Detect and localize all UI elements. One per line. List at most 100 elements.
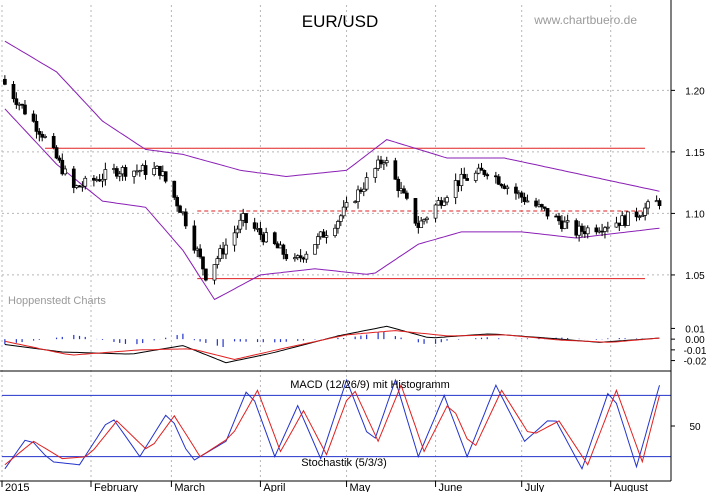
y-tick-label: 50 <box>689 422 701 433</box>
candle-body <box>204 268 208 281</box>
candle-body <box>163 171 168 182</box>
candle-body <box>433 204 438 219</box>
site-watermark: www.chartbuero.de <box>533 13 637 27</box>
candle-body <box>376 159 380 169</box>
candle-body <box>473 172 478 181</box>
x-tick-label: February <box>94 482 139 492</box>
y-tick-label: 1.10 <box>685 209 705 220</box>
candle-body <box>361 188 366 192</box>
candle-body <box>238 219 243 230</box>
candle-body <box>494 175 498 178</box>
y-tick-label: 0.01 <box>685 324 705 335</box>
candle-body <box>252 222 257 229</box>
candle-body <box>605 226 610 229</box>
candle-body <box>244 213 248 224</box>
candle-body <box>60 159 65 175</box>
y-tick-label: -0.01 <box>684 346 707 357</box>
candle-body <box>175 197 179 207</box>
bollinger-upper-band <box>4 40 660 192</box>
candle-body <box>396 178 401 192</box>
candle-body <box>462 173 467 179</box>
x-tick-label: May <box>350 482 371 492</box>
candle-body <box>344 202 349 208</box>
candle-body <box>637 216 642 218</box>
candle-body <box>178 205 182 213</box>
candle-body <box>603 227 607 232</box>
candle-body <box>393 160 398 180</box>
candle-body <box>499 183 504 187</box>
candle-body <box>382 162 386 165</box>
x-tick-label: August <box>614 482 648 492</box>
candle-body <box>172 180 177 198</box>
y-tick-label: -0.02 <box>684 357 707 368</box>
axis-labels: 1.05 1.10 1.15 1.20 0.010.00-0.01-0.02 50 2015… <box>1 86 707 494</box>
candle-body <box>402 188 406 194</box>
candle-body <box>51 136 56 148</box>
candle-body <box>40 133 45 138</box>
candle-body <box>384 160 389 164</box>
candle-body <box>224 244 228 255</box>
candle-body <box>43 136 47 138</box>
y-tick-label: 1.15 <box>685 148 705 159</box>
candle-body <box>505 186 510 189</box>
candle-body <box>23 104 27 115</box>
candle-body <box>37 131 42 135</box>
candle-body <box>404 192 409 199</box>
candle-body <box>353 201 358 203</box>
candle-body <box>57 157 62 161</box>
x-tick-label: 2015 <box>5 482 29 492</box>
candle-body <box>479 167 484 171</box>
provider-watermark: Hoppenstedt Charts <box>8 295 106 307</box>
stochastic-title: Stochastik (5/3/3) <box>301 457 387 469</box>
candle-body <box>539 204 544 208</box>
candle-body <box>482 170 487 175</box>
x-tick-label: July <box>525 482 545 492</box>
candle-body <box>364 177 369 190</box>
candle-body <box>281 244 286 255</box>
candle-body <box>336 221 340 229</box>
candle-body <box>580 225 584 232</box>
candle-body <box>63 168 68 175</box>
candle-body <box>445 197 449 203</box>
candle-body <box>442 201 447 206</box>
bollinger-lower-band <box>4 108 660 301</box>
macd-title: MACD (12/26/9) mit Histogramm <box>290 379 450 391</box>
signal-line <box>4 330 660 361</box>
candle-body <box>626 211 630 226</box>
candle-body <box>525 200 530 203</box>
candle-body <box>643 207 648 216</box>
candle-body <box>298 255 303 259</box>
candle-body <box>313 244 317 255</box>
candle-body <box>304 253 309 260</box>
candle-body <box>100 178 105 182</box>
candle-body <box>562 221 567 229</box>
candle-body <box>338 215 343 222</box>
candle-body <box>657 200 662 207</box>
candle-body <box>640 214 645 217</box>
candle-body <box>3 78 7 85</box>
candle-body <box>212 264 217 281</box>
candle-body <box>201 256 205 270</box>
candle-body <box>132 170 136 177</box>
candle-body <box>634 211 639 218</box>
candle-body <box>117 173 122 177</box>
candle-body <box>137 170 142 173</box>
y-tick-label: 1.05 <box>685 271 705 282</box>
candle-body <box>54 147 59 159</box>
candle-body <box>123 167 128 177</box>
x-tick-label: June <box>439 482 463 492</box>
candle-body <box>341 206 346 217</box>
candle-body <box>585 227 590 235</box>
candle-body <box>34 120 39 132</box>
candle-body <box>413 198 418 224</box>
candle-body <box>419 220 424 228</box>
candle-body <box>522 196 527 203</box>
stochastic-k-line <box>4 378 660 471</box>
candle-body <box>519 192 524 198</box>
candle-body <box>114 168 119 177</box>
candle-body <box>321 231 326 238</box>
candle-body <box>594 227 599 233</box>
candle-body <box>31 113 36 122</box>
candle-body <box>192 225 197 251</box>
candle-body <box>646 201 650 209</box>
